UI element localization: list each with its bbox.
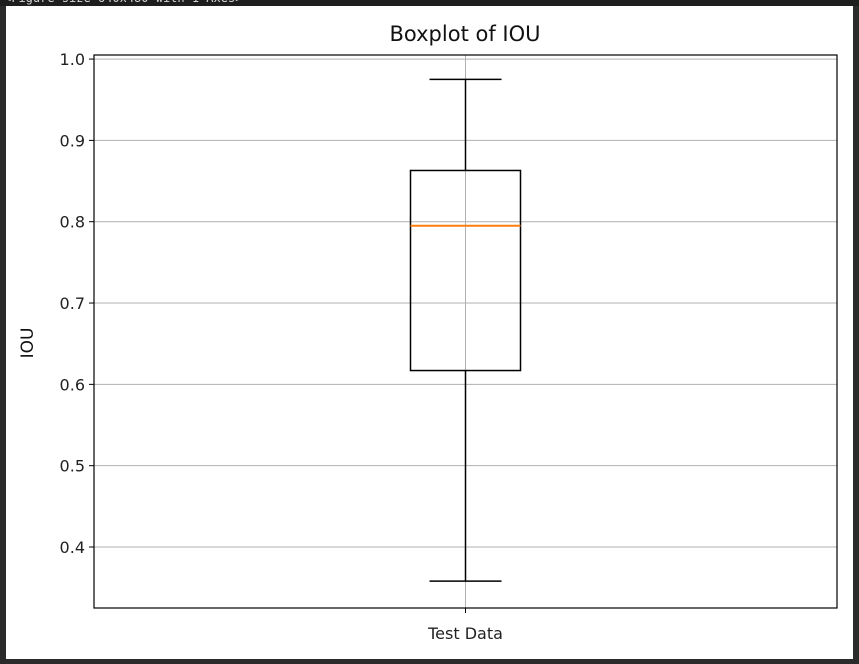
y-tick-label: 0.4 xyxy=(60,538,85,557)
y-tick-label: 0.8 xyxy=(60,213,85,232)
y-tick-label: 0.9 xyxy=(60,131,85,150)
console-output-strip: <Figure size 640x480 with 1 Axes> xyxy=(0,0,859,6)
y-tick-label: 0.5 xyxy=(60,457,85,476)
y-axis-label: IOU xyxy=(18,328,38,359)
x-tick-label: Test Data xyxy=(427,624,503,643)
iqr-box xyxy=(409,169,522,372)
console-output-text: <Figure size 640x480 with 1 Axes> xyxy=(4,0,242,5)
figure: Boxplot of IOU IOU 0.4 0.5 0.6 0.7 0.8 0.9 1.0… xyxy=(6,6,853,659)
tick-layer: 0.4 0.5 0.6 0.7 0.8 0.9 1.0 Test Data xyxy=(60,50,503,643)
box-layer xyxy=(409,78,522,582)
y-tick-label: 0.7 xyxy=(60,294,85,313)
y-tick-label: 1.0 xyxy=(60,50,85,69)
y-tick-label: 0.6 xyxy=(60,375,85,394)
chart-title: Boxplot of IOU xyxy=(390,22,541,46)
boxplot-chart: Boxplot of IOU IOU 0.4 0.5 0.6 0.7 0.8 0.9 1.0… xyxy=(18,22,838,643)
